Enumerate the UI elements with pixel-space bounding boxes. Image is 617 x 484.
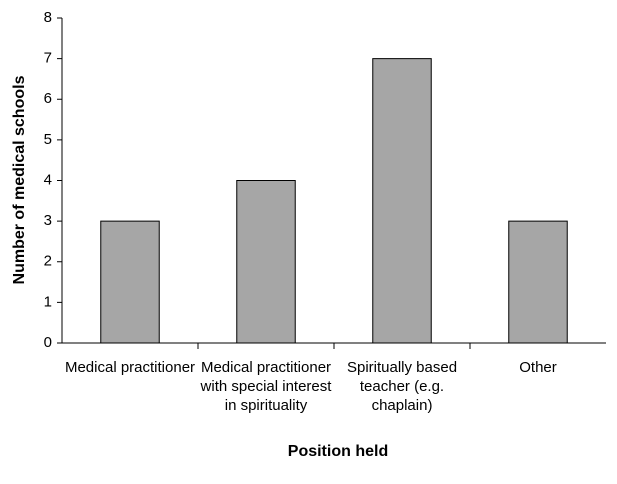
y-tick-label: 8 xyxy=(44,9,52,26)
y-tick-label: 1 xyxy=(44,293,52,310)
y-tick-label: 3 xyxy=(44,212,52,229)
bar xyxy=(372,58,432,344)
y-tick-label: 6 xyxy=(44,90,52,107)
y-axis-title: Number of medical schools xyxy=(11,75,28,284)
bar xyxy=(508,220,568,344)
y-tick-label: 4 xyxy=(44,171,52,188)
x-tick-label: Other xyxy=(519,359,557,376)
bar xyxy=(236,180,296,344)
y-tick-label: 0 xyxy=(44,334,52,351)
y-tick-label: 7 xyxy=(44,50,52,67)
x-tick-label: Medical practitioner with special intere… xyxy=(200,359,332,414)
y-tick-label: 2 xyxy=(44,253,52,270)
y-tick-label: 5 xyxy=(44,131,52,148)
x-axis-title: Position held xyxy=(288,443,388,460)
x-tick-label: Spiritually based teacher (e.g. chaplain… xyxy=(346,359,458,414)
x-tick-label: Medical practitioner xyxy=(64,359,196,376)
bar xyxy=(100,220,160,344)
